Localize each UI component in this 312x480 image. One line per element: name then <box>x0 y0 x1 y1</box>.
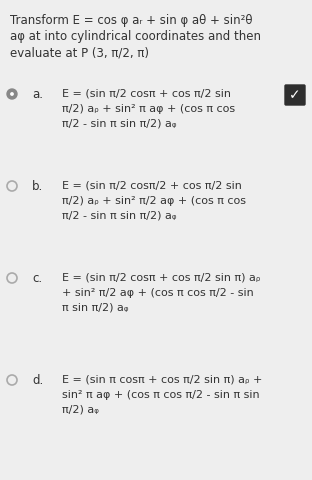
Text: c.: c. <box>32 272 42 285</box>
Text: sin² π aφ + (cos π cos π/2 - sin π sin: sin² π aφ + (cos π cos π/2 - sin π sin <box>62 389 260 399</box>
Text: a.: a. <box>32 88 43 101</box>
Text: ✓: ✓ <box>289 88 301 102</box>
Text: evaluate at P (3, π/2, π): evaluate at P (3, π/2, π) <box>10 46 149 59</box>
Text: d.: d. <box>32 374 43 387</box>
Text: E = (sin π/2 cosπ + cos π/2 sin π) aᵨ: E = (sin π/2 cosπ + cos π/2 sin π) aᵨ <box>62 272 261 282</box>
Circle shape <box>10 92 14 96</box>
Text: Transform E = cos φ aᵣ + sin φ aθ + sin²θ: Transform E = cos φ aᵣ + sin φ aθ + sin²… <box>10 14 252 27</box>
Text: π/2) aᵨ + sin² π/2 aφ + (cos π cos: π/2) aᵨ + sin² π/2 aφ + (cos π cos <box>62 195 246 205</box>
Text: + sin² π/2 aφ + (cos π cos π/2 - sin: + sin² π/2 aφ + (cos π cos π/2 - sin <box>62 288 254 298</box>
Text: E = (sin π/2 cosπ + cos π/2 sin: E = (sin π/2 cosπ + cos π/2 sin <box>62 88 231 98</box>
Text: π/2 - sin π sin π/2) aᵩ: π/2 - sin π sin π/2) aᵩ <box>62 211 177 221</box>
Text: π/2 - sin π sin π/2) aᵩ: π/2 - sin π sin π/2) aᵩ <box>62 119 177 129</box>
Text: aφ at into cylindrical coordinates and then: aφ at into cylindrical coordinates and t… <box>10 30 261 43</box>
Text: E = (sin π/2 cosπ/2 + cos π/2 sin: E = (sin π/2 cosπ/2 + cos π/2 sin <box>62 180 242 190</box>
Text: b.: b. <box>32 180 43 193</box>
Text: E = (sin π cosπ + cos π/2 sin π) aᵨ +: E = (sin π cosπ + cos π/2 sin π) aᵨ + <box>62 374 262 384</box>
Text: π sin π/2) aᵩ: π sin π/2) aᵩ <box>62 303 129 313</box>
FancyBboxPatch shape <box>285 85 305 105</box>
Circle shape <box>7 89 17 99</box>
Text: π/2) aᵩ: π/2) aᵩ <box>62 405 99 415</box>
Text: π/2) aᵨ + sin² π aφ + (cos π cos: π/2) aᵨ + sin² π aφ + (cos π cos <box>62 104 235 113</box>
